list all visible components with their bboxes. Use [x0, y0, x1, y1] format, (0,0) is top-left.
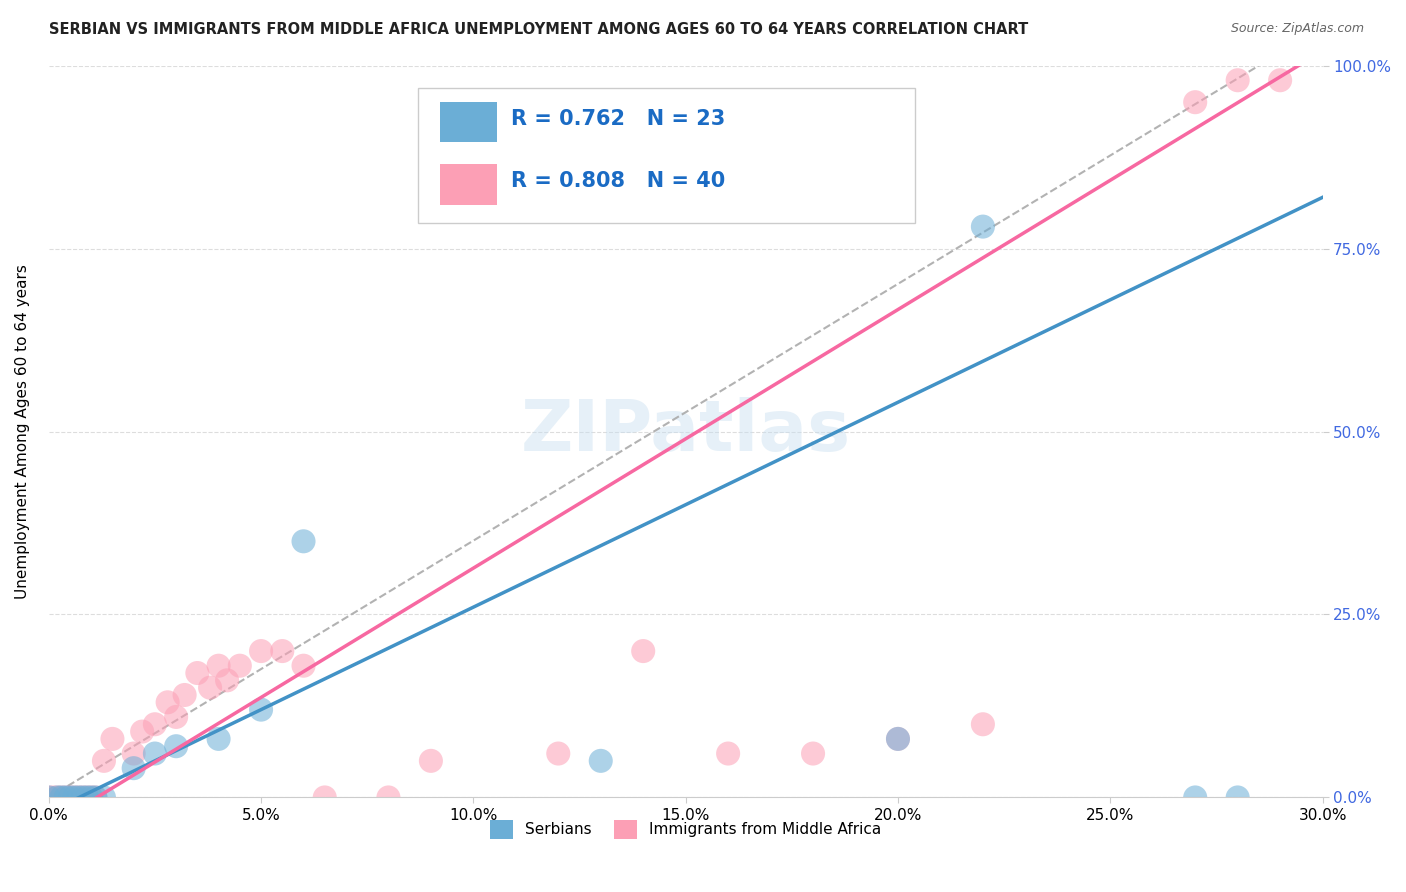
Point	[419, 754, 441, 768]
Point	[271, 644, 294, 658]
Point	[67, 790, 90, 805]
Point	[76, 790, 98, 805]
Point	[250, 644, 273, 658]
Point	[314, 790, 336, 805]
Text: R = 0.808   N = 40: R = 0.808 N = 40	[512, 171, 725, 191]
Point	[72, 790, 94, 805]
Point	[887, 731, 910, 746]
Point	[547, 747, 569, 761]
Point	[38, 790, 60, 805]
Point	[76, 790, 98, 805]
Point	[972, 219, 994, 234]
Point	[80, 790, 103, 805]
Text: SERBIAN VS IMMIGRANTS FROM MIDDLE AFRICA UNEMPLOYMENT AMONG AGES 60 TO 64 YEARS : SERBIAN VS IMMIGRANTS FROM MIDDLE AFRICA…	[49, 22, 1028, 37]
Y-axis label: Unemployment Among Ages 60 to 64 years: Unemployment Among Ages 60 to 64 years	[15, 264, 30, 599]
Point	[377, 790, 399, 805]
Point	[63, 790, 86, 805]
Point	[38, 790, 60, 805]
Point	[207, 658, 229, 673]
Point	[51, 790, 73, 805]
Point	[59, 790, 82, 805]
Point	[84, 790, 107, 805]
Point	[59, 790, 82, 805]
Point	[250, 703, 273, 717]
Point	[292, 658, 315, 673]
Text: ZIPatlas: ZIPatlas	[520, 397, 851, 466]
Point	[589, 754, 612, 768]
Point	[165, 739, 187, 754]
Point	[55, 790, 77, 805]
Point	[186, 666, 208, 681]
Point	[51, 790, 73, 805]
Point	[292, 534, 315, 549]
Text: R = 0.762   N = 23: R = 0.762 N = 23	[512, 109, 725, 129]
Point	[122, 761, 145, 775]
Point	[63, 790, 86, 805]
Point	[101, 731, 124, 746]
Point	[93, 754, 115, 768]
Point	[217, 673, 239, 688]
Point	[1184, 95, 1206, 110]
FancyBboxPatch shape	[418, 87, 915, 223]
Point	[122, 747, 145, 761]
Legend: Serbians, Immigrants from Middle Africa: Serbians, Immigrants from Middle Africa	[484, 814, 887, 845]
Point	[717, 747, 740, 761]
Point	[1268, 73, 1291, 87]
Point	[143, 717, 166, 731]
Point	[46, 790, 69, 805]
FancyBboxPatch shape	[440, 164, 498, 204]
Text: Source: ZipAtlas.com: Source: ZipAtlas.com	[1230, 22, 1364, 36]
Point	[887, 731, 910, 746]
Point	[46, 790, 69, 805]
Point	[1226, 73, 1249, 87]
Point	[972, 717, 994, 731]
Point	[229, 658, 252, 673]
Point	[67, 790, 90, 805]
Point	[207, 731, 229, 746]
Point	[131, 724, 153, 739]
Point	[165, 710, 187, 724]
Point	[72, 790, 94, 805]
Point	[93, 790, 115, 805]
Point	[198, 681, 221, 695]
Point	[173, 688, 195, 702]
FancyBboxPatch shape	[440, 103, 498, 143]
Point	[801, 747, 824, 761]
Point	[1184, 790, 1206, 805]
Point	[631, 644, 654, 658]
Point	[1226, 790, 1249, 805]
Point	[156, 695, 179, 709]
Point	[55, 790, 77, 805]
Point	[42, 790, 65, 805]
Point	[84, 790, 107, 805]
Point	[80, 790, 103, 805]
Point	[143, 747, 166, 761]
